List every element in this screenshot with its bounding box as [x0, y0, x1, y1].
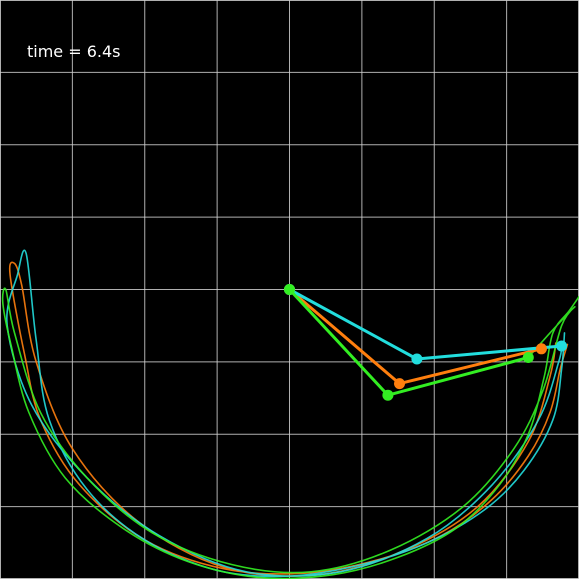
- pendulum-trails: [1, 249, 579, 579]
- pendulum-pivot-3: [284, 284, 295, 295]
- pendulum-trail-1: [8, 261, 569, 577]
- pendulum-trail-2: [6, 249, 566, 578]
- pendulum-rod-3: [288, 288, 530, 397]
- pendulum-bob-3: [522, 352, 534, 363]
- time-readout: time = 6.4s: [27, 42, 121, 61]
- pendulum-bob-2: [556, 340, 568, 352]
- pendulum-joint-3: [382, 389, 394, 401]
- pendulum-joint-1: [394, 378, 405, 390]
- pendulum-rod-1: [288, 288, 543, 386]
- pendulum-joint-2: [411, 353, 423, 365]
- pendulum-bob-1: [535, 343, 547, 355]
- pendulum-bobs: [284, 284, 568, 401]
- pendulum-trail-3: [1, 287, 579, 579]
- pendulum-rods: [288, 288, 564, 397]
